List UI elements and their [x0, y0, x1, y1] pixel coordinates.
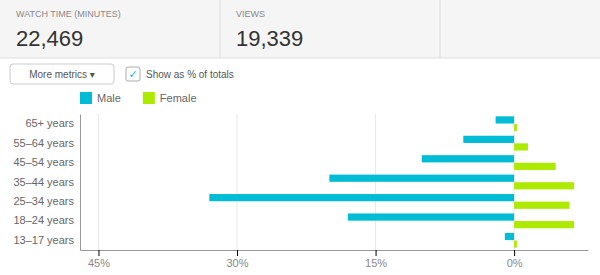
- y-tick: 65+ years: [25, 117, 80, 129]
- bar: [514, 124, 517, 131]
- grid-line: [237, 114, 238, 250]
- x-tick: 15%: [365, 250, 387, 269]
- y-tick: 45–54 years: [13, 156, 80, 168]
- legend-label: Female: [160, 92, 197, 104]
- y-tick-label: 13–17 years: [13, 234, 74, 246]
- x-tick-label: 0%: [507, 257, 523, 269]
- bar: [463, 136, 514, 143]
- metric-label: VIEWS: [236, 9, 265, 19]
- grid: [98, 114, 514, 250]
- x-tick-label: 15%: [365, 257, 387, 269]
- x-tick-mark: [514, 250, 515, 256]
- x-axis: 45% 30% 15% 0%: [81, 250, 589, 269]
- x-tick-label: 30%: [227, 257, 249, 269]
- header-background: [0, 0, 600, 58]
- more-metrics-button[interactable]: More metrics ▾: [10, 64, 114, 84]
- bar: [209, 194, 514, 201]
- legend-swatch: [80, 92, 92, 104]
- series: [514, 124, 574, 248]
- bar: [514, 182, 574, 189]
- y-tick-label: 55–64 years: [13, 137, 74, 149]
- checkbox-box[interactable]: [126, 67, 140, 81]
- y-axis-line: [80, 115, 81, 251]
- chart-svg: WATCH TIME (MINUTES)22,469VIEWS19,339Mor…: [0, 0, 600, 275]
- button-label[interactable]: More metrics ▾: [29, 69, 95, 80]
- plot: 45% 30% 15% 0% 13–17 years 18–24 years 25–34 y…: [13, 114, 588, 269]
- y-tick: 35–44 years: [13, 176, 80, 188]
- grid-line: [98, 114, 99, 250]
- header-border: [0, 58, 600, 59]
- metric-value: 22,469: [16, 26, 83, 51]
- y-tick-label: 45–54 years: [13, 156, 74, 168]
- x-tick-mark: [376, 250, 377, 256]
- bar: [514, 221, 574, 228]
- legend-label: Male: [97, 92, 121, 104]
- bar: [422, 155, 514, 162]
- y-tick: 25–34 years: [13, 195, 80, 207]
- y-tick-label: 65+ years: [25, 117, 74, 129]
- metric-value: 19,339: [236, 26, 303, 51]
- x-tick-label: 45%: [88, 257, 110, 269]
- x-tick-mark: [98, 250, 99, 256]
- header-divider: [440, 0, 441, 58]
- x-axis-line: [81, 250, 589, 251]
- bar: [514, 202, 569, 209]
- x-tick: 30%: [227, 250, 249, 269]
- y-tick: 55–64 years: [13, 137, 80, 149]
- bar: [514, 143, 528, 150]
- y-tick-label: 18–24 years: [13, 214, 74, 226]
- bar: [496, 116, 514, 123]
- bar: [329, 175, 514, 182]
- grid-line: [514, 114, 515, 250]
- y-tick: 13–17 years: [13, 234, 80, 246]
- y-tick-label: 35–44 years: [13, 176, 74, 188]
- x-tick: 0%: [507, 250, 523, 269]
- metric-label: WATCH TIME (MINUTES): [16, 9, 121, 19]
- series: [209, 116, 514, 240]
- bar: [348, 213, 514, 220]
- x-tick: 45%: [88, 250, 110, 269]
- legend-swatch: [143, 92, 155, 104]
- chart-container: WATCH TIME (MINUTES)22,469VIEWS19,339Mor…: [0, 0, 600, 275]
- checkbox[interactable]: ✓ Show as % of totals: [126, 67, 234, 81]
- bars: [209, 116, 574, 247]
- grid-line: [375, 114, 376, 250]
- y-tick: 18–24 years: [13, 214, 80, 226]
- bar: [514, 163, 556, 170]
- button-box[interactable]: [10, 64, 114, 84]
- header-divider: [220, 0, 221, 58]
- y-tick-label: 25–34 years: [13, 195, 74, 207]
- y-axis: 13–17 years 18–24 years 25–34 years 35–44 y…: [13, 115, 80, 251]
- legend: Male Female: [80, 92, 197, 104]
- header: WATCH TIME (MINUTES) 22,469 VIEWS 19,339: [0, 0, 600, 58]
- checkbox-label[interactable]: Show as % of totals: [146, 69, 234, 80]
- checkbox-check[interactable]: ✓: [128, 68, 137, 80]
- x-tick-mark: [237, 250, 238, 256]
- filter-bar: More metrics ▾ ✓ Show as % of totals: [10, 64, 234, 84]
- bar: [514, 240, 517, 247]
- bar: [505, 233, 514, 240]
